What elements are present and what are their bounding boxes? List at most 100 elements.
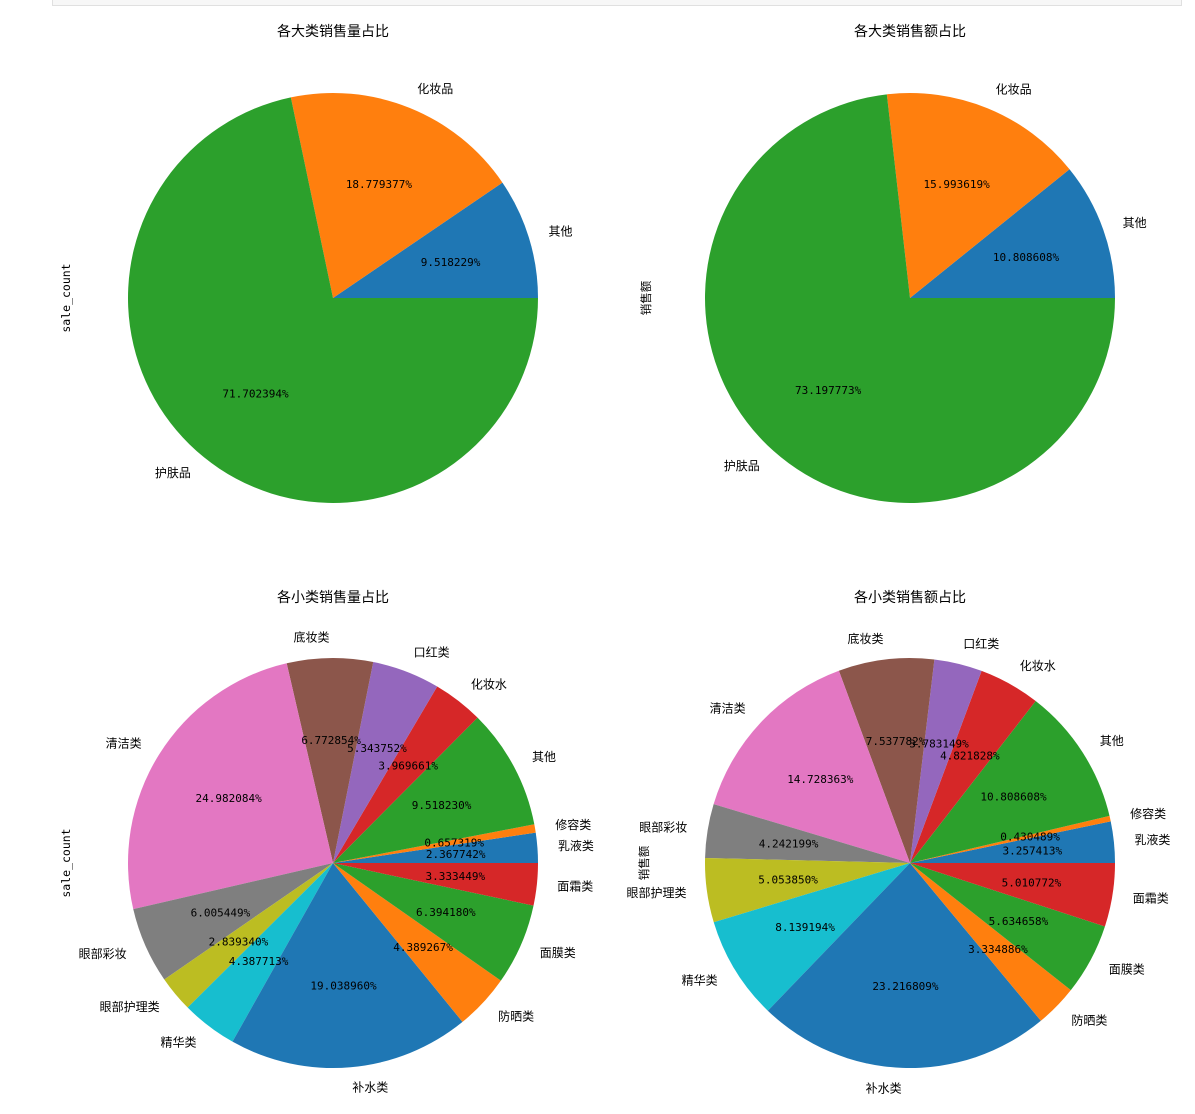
wedge-percent-label: 73.197773% — [795, 384, 862, 397]
wedge-percent-label: 5.634658% — [989, 915, 1049, 928]
wedge-percent-label: 14.728363% — [787, 773, 854, 786]
wedge-category-label: 化妆品 — [417, 82, 453, 96]
wedge-category-label: 眼部护理类 — [627, 885, 687, 900]
labels: 乳液类 2.367742% 修容类 0.657319% 其他 9.518230% 化妆水 3.… — [79, 630, 594, 1095]
chart-title: 各大类销售量占比 — [277, 24, 389, 40]
y-axis-label: sale_count — [59, 263, 73, 332]
pie-wedge — [704, 94, 1115, 503]
wedge-percent-label: 4.389267% — [393, 941, 453, 954]
chart-title: 各小类销售量占比 — [277, 590, 389, 606]
pie-wedge — [910, 863, 1105, 991]
wedge-category-label: 底妆类 — [294, 630, 330, 645]
pie-wedge — [838, 658, 935, 863]
wedge-percent-label: 7.537782% — [866, 735, 926, 748]
pie-wedge — [290, 93, 503, 298]
y-axis-label: sale_count — [59, 828, 73, 897]
wedge-percent-label: 23.216809% — [872, 980, 939, 993]
pie-wedge — [333, 182, 538, 298]
wedge-category-label: 精华类 — [160, 1035, 196, 1049]
notebook-output-area-border — [52, 0, 1182, 6]
pie-wedge — [910, 863, 1071, 1021]
wedge-category-label: 补水类 — [866, 1081, 902, 1095]
pie-wedge — [910, 701, 1110, 863]
wedges — [128, 93, 539, 503]
wedge-category-label: 口红类 — [963, 636, 999, 651]
wedge-percent-label: 10.808608% — [993, 251, 1060, 264]
pie-wedge — [910, 821, 1115, 863]
wedge-percent-label: 15.993619% — [924, 178, 991, 191]
pie-wedge — [713, 670, 910, 863]
pie-wedge — [333, 686, 478, 863]
wedge-category-label: 眼部彩妆 — [639, 820, 687, 835]
pie-wedge — [713, 863, 910, 1011]
wedge-category-label: 精华类 — [682, 974, 718, 988]
wedge-category-label: 面霜类 — [1133, 891, 1169, 905]
wedge-percent-label: 8.139194% — [775, 921, 835, 934]
pie-wedge — [705, 804, 910, 863]
pie-wedge — [910, 815, 1111, 863]
wedge-category-label: 清洁类 — [106, 737, 142, 751]
labels: 其他 9.518229% 化妆品 18.779377% 护肤品 71.702394% — [155, 82, 573, 480]
wedge-percent-label: 3.333449% — [426, 870, 486, 883]
wedge-category-label: 防晒类 — [1071, 1013, 1107, 1028]
wedge-category-label: 面膜类 — [540, 946, 576, 960]
wedge-category-label: 化妆水 — [471, 678, 507, 692]
wedge-category-label: 其他 — [1100, 734, 1124, 748]
wedge-percent-label: 6.394180% — [416, 906, 476, 919]
wedge-percent-label: 71.702394% — [222, 388, 289, 401]
chart-title: 各大类销售额占比 — [854, 24, 966, 40]
wedge-percent-label: 3.783149% — [909, 737, 969, 750]
wedge-percent-label: 4.387713% — [229, 955, 289, 968]
wedge-category-label: 修容类 — [1130, 806, 1166, 821]
pie-wedge — [705, 857, 910, 923]
wedge-percent-label: 18.779377% — [346, 178, 413, 191]
wedge-category-label: 化妆水 — [1020, 659, 1056, 673]
wedge-category-label: 其他 — [532, 750, 556, 764]
pie-wedge — [232, 863, 463, 1068]
wedge-category-label: 护肤品 — [724, 458, 760, 473]
labels: 乳液类 3.257413% 修容类 0.430489% 其他 10.808608% 化妆水 4… — [627, 631, 1171, 1095]
wedge-percent-label: 5.343752% — [347, 742, 407, 755]
pie-wedge — [333, 863, 501, 1022]
pie-wedge — [128, 97, 539, 503]
wedge-percent-label: 19.038960% — [310, 980, 377, 993]
labels: 其他 10.808608% 化妆品 15.993619% 护肤品 73.197773% — [724, 82, 1147, 473]
y-axis-label: 销售额 — [639, 280, 653, 315]
pie-chart-category-sales-count: 各大类销售量占比 sale_count 其他 9.518229% 化妆品 18.77937… — [59, 24, 573, 503]
wedge-percent-label: 4.242199% — [759, 838, 819, 851]
pie-wedge — [333, 661, 438, 863]
wedge-category-label: 底妆类 — [848, 631, 884, 646]
chart-title: 各小类销售额占比 — [854, 590, 966, 606]
wedge-category-label: 修容类 — [555, 817, 591, 832]
wedge-category-label: 防晒类 — [498, 1009, 534, 1024]
wedge-category-label: 面膜类 — [1109, 962, 1145, 976]
wedge-percent-label: 10.808608% — [980, 790, 1047, 803]
pie-wedge — [910, 863, 1115, 927]
wedge-category-label: 化妆品 — [996, 82, 1032, 96]
wedge-category-label: 护肤品 — [155, 465, 191, 480]
wedge-category-label: 乳液类 — [1134, 832, 1170, 847]
wedge-category-label: 眼部彩妆 — [79, 946, 127, 961]
wedge-percent-label: 0.657319% — [424, 836, 484, 849]
wedge-percent-label: 2.367742% — [426, 848, 486, 861]
wedge-category-label: 其他 — [1123, 216, 1147, 230]
pie-wedge — [333, 717, 535, 863]
wedge-percent-label: 3.334886% — [968, 943, 1028, 956]
wedge-percent-label: 9.518230% — [412, 799, 472, 812]
wedge-percent-label: 9.518229% — [421, 256, 481, 269]
pie-wedge — [333, 863, 534, 981]
y-axis-label: 销售额 — [637, 845, 651, 880]
pie-wedge — [333, 863, 538, 906]
pie-wedge — [767, 863, 1041, 1068]
wedge-percent-label: 5.053850% — [758, 873, 818, 886]
wedge-percent-label: 24.982084% — [196, 792, 263, 805]
wedge-category-label: 面霜类 — [557, 880, 593, 894]
pie-wedge — [910, 659, 982, 863]
pie-wedge — [886, 93, 1070, 299]
wedge-percent-label: 4.821828% — [940, 750, 1000, 763]
wedge-percent-label: 3.969661% — [378, 760, 438, 773]
wedges — [705, 658, 1115, 1068]
wedge-category-label: 补水类 — [352, 1081, 388, 1095]
